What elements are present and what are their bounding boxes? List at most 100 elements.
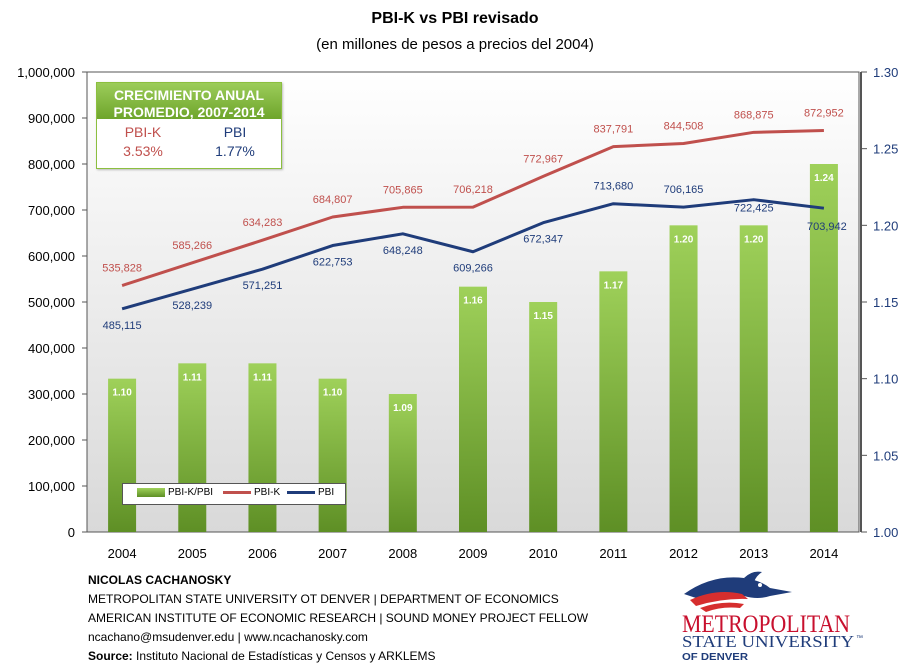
chart-title: PBI-K vs PBI revisado [371, 10, 539, 27]
pbik-data-label: 634,283 [243, 217, 283, 229]
left-axis-tick-label: 200,000 [28, 433, 75, 448]
bar-ratio [809, 164, 838, 532]
pbi-data-label: 571,251 [243, 280, 283, 292]
growth-pbik-value: 3.53% [123, 143, 163, 159]
x-axis-tick-label: 2009 [459, 546, 488, 561]
pbik-data-label: 705,865 [383, 184, 423, 196]
bar-data-label: 1.11 [253, 372, 272, 383]
pbik-data-label: 684,807 [313, 194, 353, 206]
x-axis-tick-label: 2012 [669, 546, 698, 561]
legend-item-pbik: PBI-K [223, 487, 280, 498]
right-axis-tick-label: 1.00 [873, 525, 898, 540]
pbik-data-label: 868,875 [734, 109, 774, 121]
pbi-data-label: 528,239 [172, 300, 212, 312]
bar-ratio [669, 225, 698, 533]
right-axis-tick-label: 1.10 [873, 372, 898, 387]
bar-data-label: 1.17 [604, 280, 624, 291]
legend-label-pbi: PBI [318, 487, 335, 498]
roadrunner-icon [684, 571, 792, 612]
pbi-data-label: 703,942 [807, 221, 847, 233]
growth-title-line2: PROMEDIO, 2007-2014 [113, 104, 265, 120]
legend-item-pbi: PBI [287, 487, 334, 498]
left-axis-tick-label: 1,000,000 [17, 65, 75, 80]
right-axis-tick-label: 1.05 [873, 448, 898, 463]
legend-swatch-pbik [223, 491, 251, 494]
pbik-data-label: 535,828 [102, 263, 142, 275]
pbik-data-label: 772,967 [523, 153, 563, 165]
pbik-data-label: 844,508 [664, 121, 704, 133]
footer-source-label: Source: [88, 649, 133, 663]
pbik-data-label: 837,791 [593, 124, 633, 136]
series-line-pbi [121, 198, 825, 311]
logo-trademark: ™ [856, 635, 863, 642]
bar-data-label: 1.20 [674, 234, 694, 245]
pbi-data-label: 485,115 [103, 320, 142, 332]
pbi-data-label: 672,347 [523, 234, 563, 246]
x-axis-tick-label: 2014 [809, 546, 838, 561]
university-logo: METROPOLITAN STATE UNIVERSITY ™ OF DENVE… [682, 571, 863, 661]
bar-ratio [599, 271, 628, 532]
growth-pbik-label: PBI-K [124, 124, 162, 140]
bar-data-label: 1.09 [393, 403, 413, 414]
x-axis-tick-label: 2004 [108, 546, 137, 561]
legend-label-pbik: PBI-K [254, 487, 281, 498]
x-axis-tick-label: 2006 [248, 546, 277, 561]
pbi-data-label: 706,165 [664, 184, 704, 196]
bar-ratio [739, 225, 768, 533]
bar-data-label: 1.11 [183, 372, 202, 383]
bar-ratio [529, 302, 558, 532]
left-axis-tick-label: 500,000 [28, 295, 75, 310]
pbi-data-label: 713,680 [593, 181, 633, 193]
left-axis-tick-label: 800,000 [28, 157, 75, 172]
x-axis-tick-label: 2010 [529, 546, 558, 561]
left-axis-tick-label: 600,000 [28, 249, 75, 264]
x-axis-tick-label: 2007 [318, 546, 347, 561]
logo-of-denver: OF DENVER [682, 652, 749, 661]
logo-metropolitan: METROPOLITAN [682, 611, 850, 638]
growth-title-line1: CRECIMIENTO ANUAL [113, 87, 265, 103]
left-axis-tick-label: 900,000 [28, 111, 75, 126]
x-axis-tick-label: 2008 [388, 546, 417, 561]
chart-legend: PBI-K/PBI PBI-K PBI [122, 483, 346, 505]
pbi-data-label: 648,248 [383, 245, 423, 257]
growth-box-title: CRECIMIENTO ANUAL PROMEDIO, 2007-2014 [97, 83, 281, 120]
bar-data-label: 1.16 [463, 296, 483, 307]
x-axis-tick-label: 2013 [739, 546, 768, 561]
bar-ratio [318, 378, 347, 532]
right-axis-tick-label: 1.30 [873, 65, 898, 80]
legend-swatch-bar [137, 488, 165, 497]
pbik-data-label: 872,952 [804, 107, 844, 119]
left-axis-tick-label: 700,000 [28, 203, 75, 218]
left-axis-tick-label: 100,000 [28, 479, 75, 494]
left-axis-tick-label: 0 [68, 525, 75, 540]
bar-ratio [178, 363, 207, 532]
right-axis-tick-label: 1.25 [873, 142, 898, 157]
footer-affiliation-1: METROPOLITAN STATE UNIVERSITY OT DENVER … [88, 592, 559, 606]
bar-data-label: 1.10 [112, 388, 132, 399]
bar-data-label: 1.24 [814, 173, 834, 184]
bar-ratio [108, 378, 137, 532]
pbi-data-label: 622,753 [313, 257, 353, 269]
legend-item-ratio: PBI-K/PBI [137, 487, 213, 498]
legend-label-ratio: PBI-K/PBI [168, 487, 214, 498]
footer-credits: NICOLAS CACHANOSKY METROPOLITAN STATE UN… [88, 571, 588, 666]
bar-data-label: 1.15 [533, 311, 553, 322]
footer-contact: ncachano@msudenver.edu | www.ncachanosky… [88, 630, 368, 644]
bar-ratio [248, 363, 277, 532]
pbik-data-label: 585,266 [172, 240, 212, 252]
logo-state-university: STATE UNIVERSITY [682, 632, 854, 651]
legend-swatch-pbi [287, 491, 315, 494]
bar-data-label: 1.10 [323, 388, 343, 399]
chart-area: 0 100,000 200,000 300,000 400,000 500,000 600,… [17, 65, 898, 561]
chart-subtitle: (en millones de pesos a precios del 2004… [316, 36, 594, 53]
pbi-data-label: 609,266 [453, 263, 493, 275]
x-axis-tick-label: 2011 [599, 546, 627, 561]
bar-ratio [459, 286, 487, 532]
left-axis-tick-label: 400,000 [28, 341, 75, 356]
growth-summary-box: CRECIMIENTO ANUAL PROMEDIO, 2007-2014 PB… [96, 82, 282, 169]
footer-source-text: Instituto Nacional de Estadísticas y Cen… [132, 649, 436, 663]
bar-data-label: 1.20 [744, 234, 764, 245]
x-axis-tick-label: 2005 [178, 546, 207, 561]
series-line-pbik [121, 128, 824, 287]
right-axis-tick-label: 1.15 [873, 295, 898, 310]
